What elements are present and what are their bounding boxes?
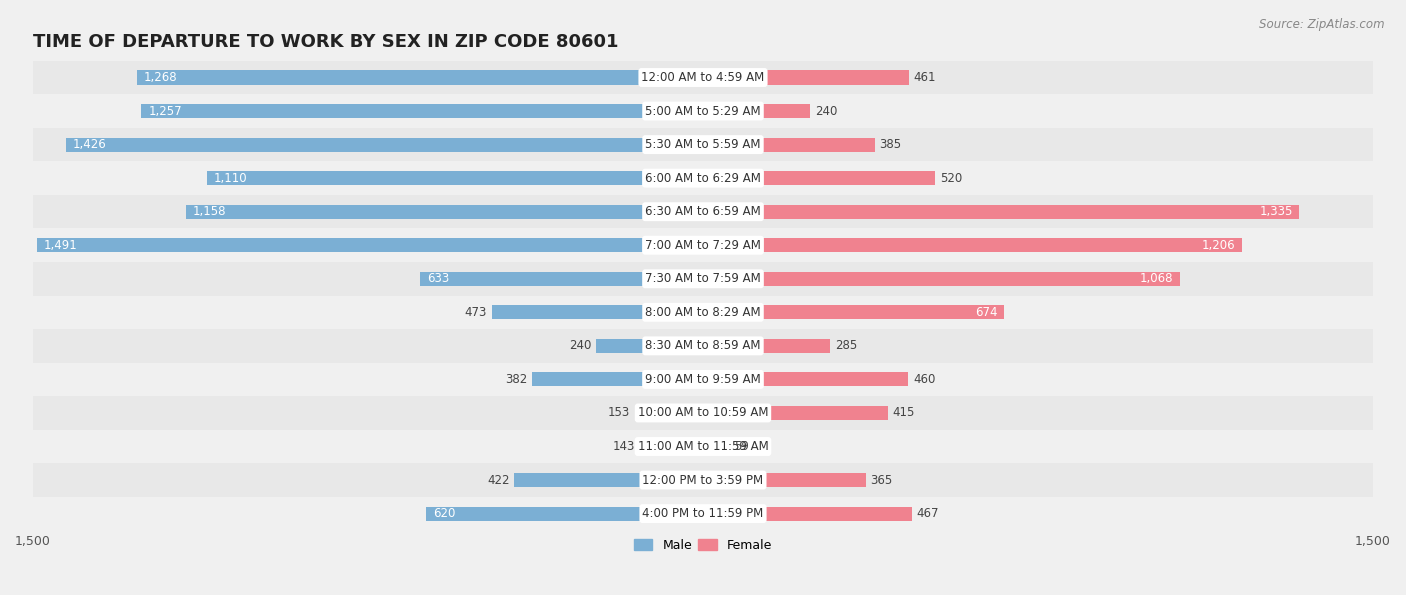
Text: 422: 422: [488, 474, 510, 487]
Text: 382: 382: [506, 373, 527, 386]
Text: 620: 620: [433, 507, 456, 520]
Text: 1,335: 1,335: [1260, 205, 1292, 218]
Text: 6:00 AM to 6:29 AM: 6:00 AM to 6:29 AM: [645, 171, 761, 184]
Bar: [426, 506, 703, 521]
Text: 1,491: 1,491: [44, 239, 77, 252]
Bar: [186, 205, 703, 219]
Text: 8:00 AM to 8:29 AM: 8:00 AM to 8:29 AM: [645, 306, 761, 319]
Bar: [32, 61, 1374, 94]
Text: 415: 415: [893, 406, 915, 419]
Text: 385: 385: [879, 138, 901, 151]
Bar: [142, 104, 703, 118]
Text: 5:00 AM to 5:29 AM: 5:00 AM to 5:29 AM: [645, 105, 761, 118]
Text: 461: 461: [914, 71, 936, 84]
Text: 153: 153: [607, 406, 630, 419]
Bar: [703, 372, 908, 387]
Text: 12:00 PM to 3:59 PM: 12:00 PM to 3:59 PM: [643, 474, 763, 487]
Bar: [32, 195, 1374, 228]
Bar: [703, 238, 1241, 252]
Text: 1,206: 1,206: [1201, 239, 1234, 252]
Text: 473: 473: [465, 306, 488, 319]
Bar: [32, 128, 1374, 161]
Text: 240: 240: [814, 105, 837, 118]
Text: 1,158: 1,158: [193, 205, 226, 218]
Bar: [32, 161, 1374, 195]
Bar: [703, 406, 889, 420]
Bar: [32, 296, 1374, 329]
Text: 1,257: 1,257: [148, 105, 181, 118]
Bar: [32, 497, 1374, 530]
Bar: [66, 137, 703, 152]
Bar: [136, 70, 703, 84]
Bar: [703, 473, 866, 487]
Bar: [420, 272, 703, 286]
Text: 460: 460: [912, 373, 935, 386]
Text: 59: 59: [734, 440, 749, 453]
Text: 7:30 AM to 7:59 AM: 7:30 AM to 7:59 AM: [645, 273, 761, 285]
Bar: [32, 262, 1374, 296]
Text: 6:30 AM to 6:59 AM: 6:30 AM to 6:59 AM: [645, 205, 761, 218]
Bar: [703, 272, 1180, 286]
Bar: [703, 137, 875, 152]
Text: Source: ZipAtlas.com: Source: ZipAtlas.com: [1260, 18, 1385, 31]
Text: 4:00 PM to 11:59 PM: 4:00 PM to 11:59 PM: [643, 507, 763, 520]
Text: 1,110: 1,110: [214, 171, 247, 184]
Text: 285: 285: [835, 339, 858, 352]
Bar: [32, 228, 1374, 262]
Text: 240: 240: [569, 339, 592, 352]
Text: 1,426: 1,426: [73, 138, 107, 151]
Bar: [32, 329, 1374, 362]
Bar: [634, 406, 703, 420]
Bar: [492, 305, 703, 320]
Bar: [32, 430, 1374, 464]
Bar: [515, 473, 703, 487]
Text: 5:30 AM to 5:59 AM: 5:30 AM to 5:59 AM: [645, 138, 761, 151]
Bar: [703, 506, 911, 521]
Bar: [32, 396, 1374, 430]
Bar: [703, 70, 908, 84]
Text: 1,268: 1,268: [143, 71, 177, 84]
Bar: [32, 362, 1374, 396]
Bar: [703, 440, 730, 453]
Text: TIME OF DEPARTURE TO WORK BY SEX IN ZIP CODE 80601: TIME OF DEPARTURE TO WORK BY SEX IN ZIP …: [32, 33, 619, 51]
Text: 7:00 AM to 7:29 AM: 7:00 AM to 7:29 AM: [645, 239, 761, 252]
Bar: [32, 94, 1374, 128]
Text: 467: 467: [917, 507, 939, 520]
Bar: [533, 372, 703, 387]
Bar: [37, 238, 703, 252]
Bar: [32, 464, 1374, 497]
Bar: [703, 305, 1004, 320]
Bar: [596, 339, 703, 353]
Text: 10:00 AM to 10:59 AM: 10:00 AM to 10:59 AM: [638, 406, 768, 419]
Text: 633: 633: [427, 273, 449, 285]
Bar: [703, 171, 935, 185]
Bar: [703, 104, 810, 118]
Text: 8:30 AM to 8:59 AM: 8:30 AM to 8:59 AM: [645, 339, 761, 352]
Text: 143: 143: [612, 440, 634, 453]
Legend: Male, Female: Male, Female: [628, 534, 778, 557]
Text: 9:00 AM to 9:59 AM: 9:00 AM to 9:59 AM: [645, 373, 761, 386]
Text: 674: 674: [974, 306, 997, 319]
Bar: [703, 205, 1299, 219]
Text: 365: 365: [870, 474, 893, 487]
Text: 11:00 AM to 11:59 AM: 11:00 AM to 11:59 AM: [638, 440, 768, 453]
Text: 12:00 AM to 4:59 AM: 12:00 AM to 4:59 AM: [641, 71, 765, 84]
Text: 1,068: 1,068: [1140, 273, 1174, 285]
Bar: [703, 339, 831, 353]
Text: 520: 520: [939, 171, 962, 184]
Bar: [207, 171, 703, 185]
Bar: [640, 440, 703, 453]
